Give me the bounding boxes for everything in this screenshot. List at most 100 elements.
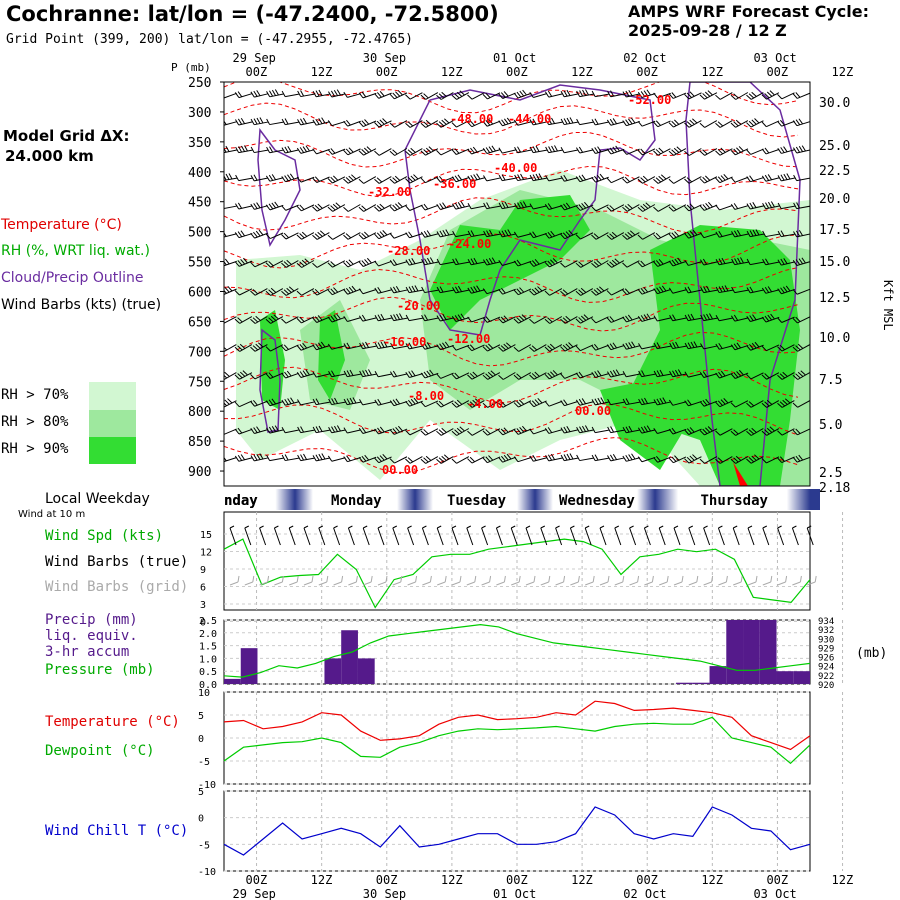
barb-flag (362, 342, 367, 349)
barb-shaft (409, 120, 423, 128)
barb-flag (792, 456, 798, 463)
barb-flag (379, 455, 385, 461)
barb-flag (643, 314, 649, 321)
barb-flag (705, 398, 711, 405)
barb-flag (366, 257, 372, 264)
barb-flag (343, 343, 348, 350)
wind-chill-tick: -10 (198, 867, 216, 878)
barb-flag (749, 175, 754, 182)
barb-flag (676, 146, 682, 152)
bottom-time-tick: 12Z (832, 873, 854, 887)
upper-wind-barb (715, 285, 734, 294)
barb-flag (441, 427, 447, 433)
bottom-date-label: 01 Oct (493, 887, 536, 900)
barb-shaft (425, 176, 439, 184)
barb-flag (224, 289, 225, 295)
upper-wind-barb (699, 201, 718, 211)
upper-wind-barb (699, 175, 718, 184)
barb-flag (500, 401, 507, 407)
barb-flag (625, 398, 630, 405)
upper-wind-barb (653, 397, 671, 406)
barb-flag (537, 286, 543, 292)
barb-flag (513, 346, 520, 352)
barb-flag (581, 174, 587, 181)
barb-flag (529, 318, 535, 324)
upper-wind-barb (451, 372, 470, 380)
barb-flag (715, 177, 721, 183)
sfc-wind-barb-flag (318, 525, 324, 529)
weekday-label: Thursday (701, 493, 769, 509)
barb-flag (566, 89, 571, 96)
barb-flag (625, 342, 630, 349)
barb-flag (423, 230, 429, 237)
barb-flag (562, 344, 568, 351)
upper-wind-barb (591, 316, 609, 324)
upper-wind-barb (281, 259, 299, 268)
barb-flag (456, 399, 463, 405)
legend-cloud-outline: Cloud/Precip Outline (1, 270, 144, 286)
barb-flag (612, 370, 618, 376)
barb-flag (327, 262, 333, 268)
precip-bar (793, 671, 810, 684)
upper-wind-barb (746, 118, 764, 128)
upper-wind-barb (622, 117, 640, 127)
barb-flag (629, 230, 636, 236)
barb-flag (281, 90, 286, 97)
barb-flag (653, 370, 658, 377)
barb-shaft (688, 400, 702, 407)
barb-flag (389, 260, 395, 266)
barb-flag (451, 122, 457, 128)
barb-flag (767, 174, 773, 181)
barb-flag (467, 345, 473, 351)
upper-wind-barb (622, 314, 640, 323)
barb-flag (253, 454, 258, 461)
barb-shaft (456, 428, 470, 436)
barb-shaft (781, 288, 795, 295)
upper-wind-barb (684, 399, 702, 407)
barb-shaft (796, 261, 810, 267)
barb-flag (498, 402, 504, 408)
barb-flag (442, 202, 447, 209)
barb-flag (628, 90, 633, 96)
barb-flag (296, 176, 302, 183)
barb-flag (327, 234, 334, 240)
upper-wind-barb (224, 344, 237, 352)
grid-wind-barb-flag (740, 575, 743, 583)
barb-flag (560, 146, 565, 153)
barb-flag (746, 258, 751, 265)
barb-flag (596, 287, 602, 293)
barb-flag (642, 175, 649, 181)
barb-shaft (254, 316, 268, 324)
barb-flag (383, 341, 388, 348)
barb-flag (349, 397, 354, 404)
upper-wind-barb (281, 454, 300, 462)
barb-flag (746, 316, 751, 322)
barb-flag (283, 344, 289, 350)
barb-shaft (332, 232, 346, 240)
upper-wind-barb (560, 117, 579, 126)
barb-shaft (564, 260, 578, 268)
barb-shaft (781, 120, 795, 127)
barb-flag (271, 398, 277, 405)
barb-shaft (331, 401, 346, 406)
barb-flag (746, 287, 751, 294)
temperature-contour-label: -8.00 (408, 389, 444, 403)
barb-flag (593, 233, 600, 239)
barb-shaft (409, 176, 423, 184)
barb-flag (606, 177, 612, 183)
barb-flag (317, 231, 323, 237)
upper-wind-barb (235, 174, 253, 182)
barb-flag (770, 201, 775, 208)
barb-flag (234, 346, 241, 352)
barb-shaft (564, 429, 578, 434)
barb-flag (331, 370, 336, 377)
barb-flag (637, 456, 643, 463)
upper-wind-barb (296, 316, 315, 324)
barb-flag (762, 202, 767, 209)
upper-wind-barb (498, 427, 516, 436)
barb-flag (544, 427, 550, 434)
barb-flag (622, 316, 627, 323)
upper-wind-barb (281, 90, 300, 98)
legend-precip: Precip (mm) (45, 612, 138, 628)
barb-flag (782, 286, 788, 293)
